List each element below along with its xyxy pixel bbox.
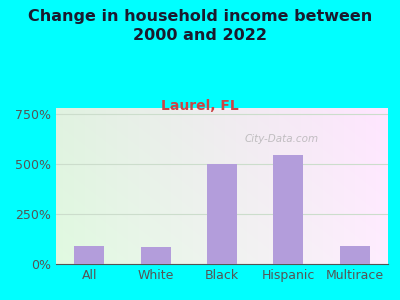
Text: Change in household income between
2000 and 2022: Change in household income between 2000 … [28, 9, 372, 43]
Bar [74, 246, 104, 264]
Bar [340, 246, 370, 264]
Bar [141, 247, 170, 264]
Bar [274, 155, 303, 264]
Text: City-Data.com: City-Data.com [245, 134, 319, 144]
Bar [207, 164, 237, 264]
Text: Laurel, FL: Laurel, FL [161, 99, 239, 113]
